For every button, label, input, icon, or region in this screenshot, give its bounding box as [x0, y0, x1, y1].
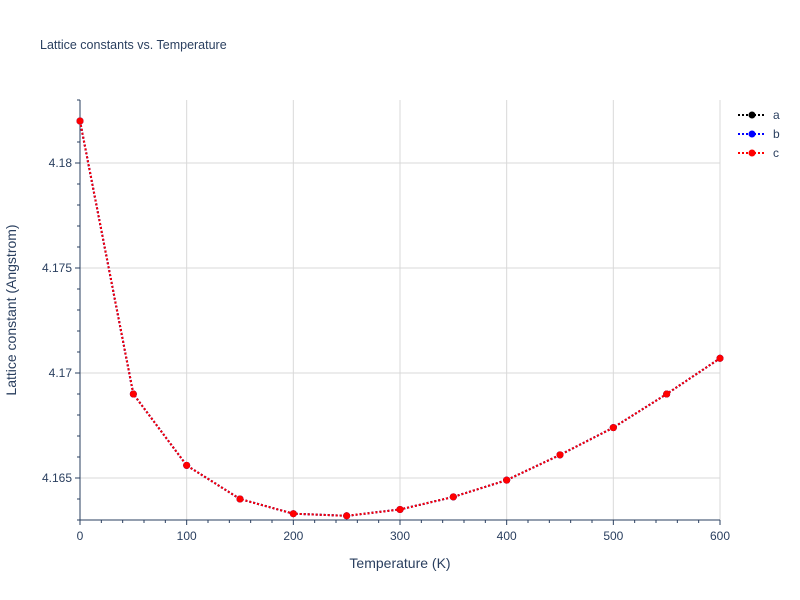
y-tick-label: 4.18	[49, 156, 73, 170]
legend-item-b[interactable]: b	[738, 127, 780, 141]
data-point-c	[289, 510, 297, 518]
y-axis-title: Lattice constant (Angstrom)	[3, 224, 19, 395]
data-point-c	[236, 495, 244, 503]
data-point-c	[609, 424, 617, 432]
data-point-c	[556, 451, 564, 459]
x-tick-label: 100	[177, 529, 197, 543]
legend-swatch-marker	[748, 149, 756, 157]
y-tick-label: 4.175	[42, 261, 72, 275]
data-point-c	[343, 512, 351, 520]
x-tick-label: 500	[603, 529, 623, 543]
data-point-c	[663, 390, 671, 398]
legend-swatch-marker	[748, 111, 756, 119]
data-point-c	[129, 390, 137, 398]
legend-item-c[interactable]: c	[738, 146, 779, 160]
data-point-c	[449, 493, 457, 501]
legend-label: c	[773, 146, 779, 160]
legend-item-a[interactable]: a	[738, 108, 780, 122]
data-point-c	[716, 354, 724, 362]
axes: 0 100 200 300 400 500 600 4.165 4.17 4.175 4.18 Tem…	[3, 99, 730, 571]
y-tick-label: 4.165	[42, 471, 72, 485]
data-point-c	[396, 506, 404, 513]
data-point-c	[503, 476, 511, 484]
data-point-c	[76, 117, 84, 125]
x-tick-label: 200	[283, 529, 303, 543]
data-series	[76, 117, 724, 520]
data-point-c	[183, 461, 191, 469]
series-c	[76, 117, 724, 520]
grid-lines	[80, 100, 721, 520]
x-tick-label: 400	[497, 529, 517, 543]
x-tick-label: 300	[390, 529, 410, 543]
y-tick-label: 4.17	[49, 366, 73, 380]
chart-title: Lattice constants vs. Temperature	[40, 38, 227, 52]
legend-label: a	[773, 108, 780, 122]
legend-label: b	[773, 127, 780, 141]
x-axis-title: Temperature (K)	[349, 555, 450, 571]
x-tick-label: 600	[710, 529, 730, 543]
x-tick-label: 0	[77, 529, 84, 543]
legend-swatch-marker	[748, 130, 756, 138]
legend[interactable]: abc	[738, 108, 780, 160]
